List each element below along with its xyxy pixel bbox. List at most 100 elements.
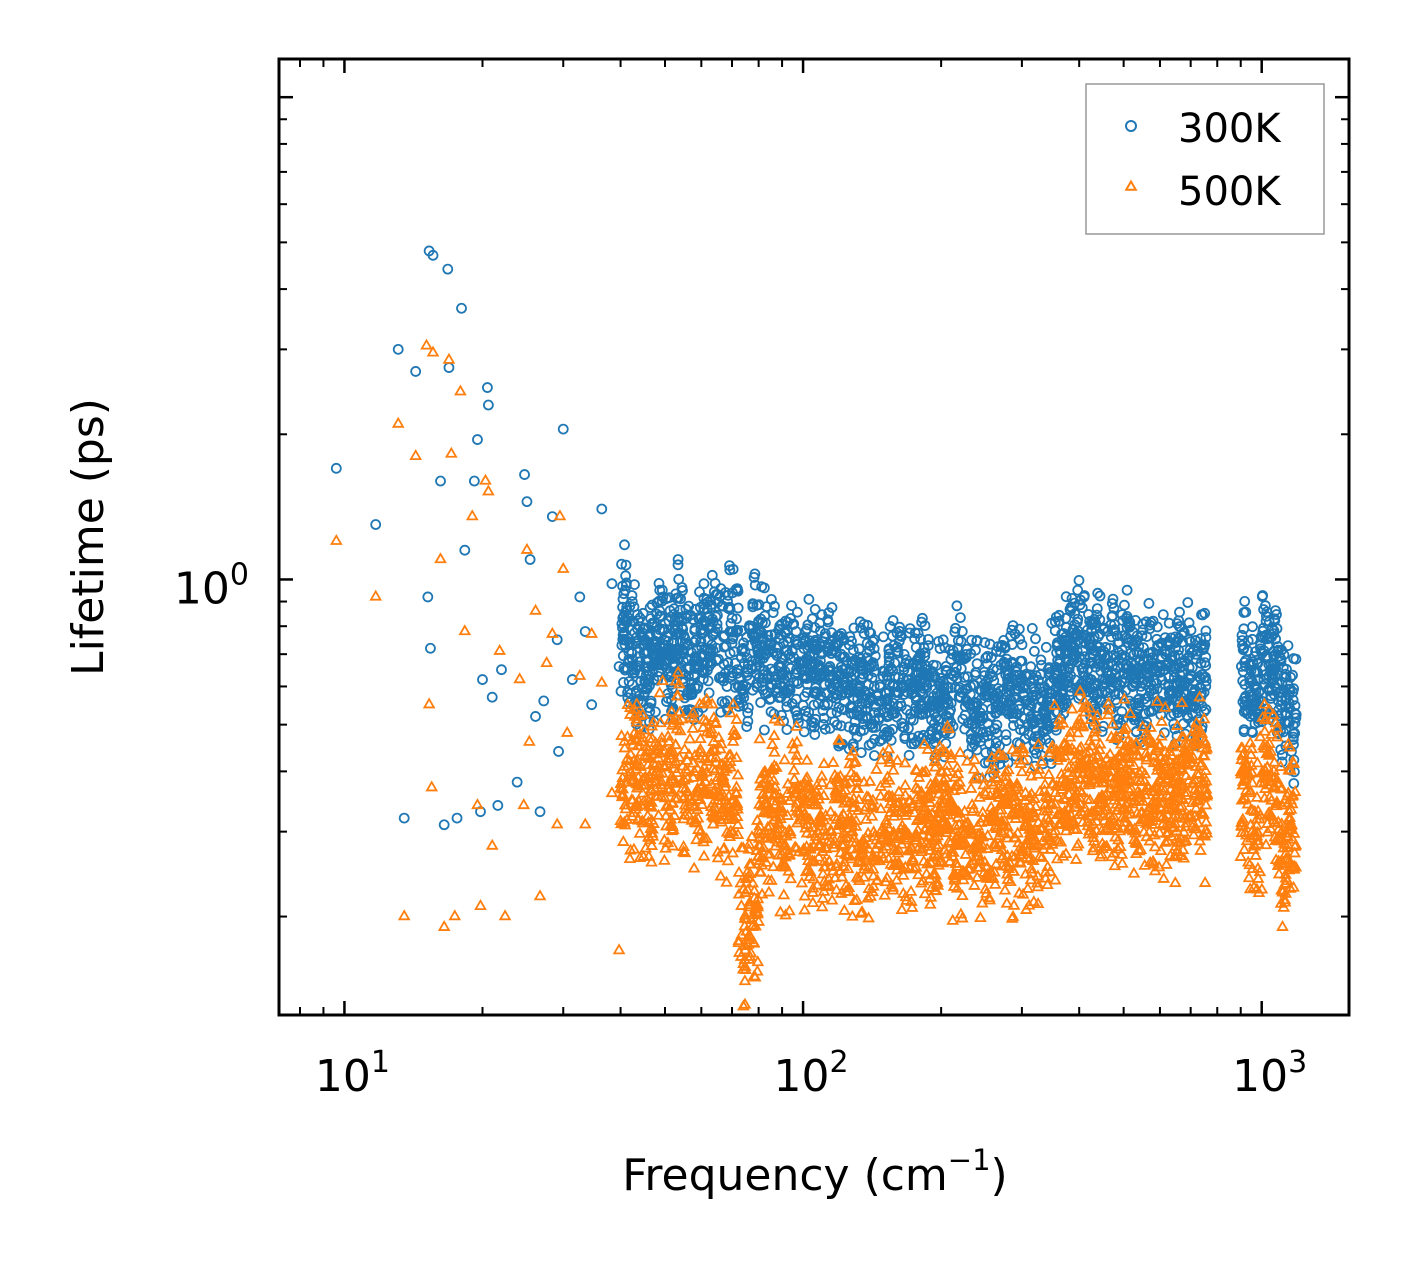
band-point <box>891 753 904 765</box>
band-point <box>755 626 767 637</box>
band-point <box>699 625 710 636</box>
band-point <box>869 733 880 745</box>
band-point <box>989 788 1002 800</box>
band-point <box>1105 819 1118 830</box>
band-point <box>914 845 928 857</box>
band-point <box>959 868 972 880</box>
band-point <box>921 742 935 754</box>
band-point <box>1247 700 1259 711</box>
band-point <box>658 760 672 772</box>
band-point <box>1258 604 1269 615</box>
band-point <box>1009 812 1023 823</box>
band-point <box>1199 815 1213 827</box>
data-point <box>410 366 422 377</box>
band-point <box>837 664 849 676</box>
band-point <box>937 634 949 646</box>
data-point <box>496 664 507 676</box>
band-point <box>1140 708 1151 720</box>
band-point <box>844 766 858 778</box>
band-point <box>956 889 969 901</box>
band-point <box>1110 651 1122 663</box>
band-point <box>631 728 644 740</box>
band-point <box>645 719 659 731</box>
band-point <box>890 873 904 885</box>
band-point <box>1072 748 1086 760</box>
band-point <box>1144 619 1156 631</box>
band-point <box>1016 639 1028 651</box>
band-point <box>1083 824 1096 836</box>
band-point <box>1125 736 1139 748</box>
band-point <box>1237 759 1251 771</box>
band-point <box>870 762 883 774</box>
band-point <box>1235 793 1249 805</box>
band-point <box>1002 668 1014 679</box>
band-point <box>1282 763 1295 775</box>
band-point <box>652 808 665 820</box>
band-point <box>1143 855 1157 867</box>
band-point <box>1271 683 1283 695</box>
band-point <box>1157 776 1170 787</box>
band-point <box>799 691 810 702</box>
band-point <box>1000 735 1012 747</box>
band-point <box>663 803 677 815</box>
band-point <box>1103 808 1117 820</box>
band-point <box>955 612 966 623</box>
band-point <box>949 626 961 638</box>
band-point <box>912 770 926 782</box>
band-point <box>976 811 989 823</box>
band-point <box>759 724 770 736</box>
band-point <box>761 820 775 832</box>
band-point <box>1020 810 1034 822</box>
band-point <box>1008 831 1022 843</box>
band-point <box>1084 759 1097 771</box>
band-point <box>1002 859 1015 871</box>
band-point <box>618 818 632 830</box>
band-point <box>633 851 647 862</box>
band-point <box>950 778 964 790</box>
band-point <box>936 779 949 791</box>
band-point <box>1200 625 1212 637</box>
band-point <box>1090 814 1104 826</box>
band-point <box>1194 843 1207 855</box>
band-point <box>1105 619 1117 631</box>
band-point <box>769 600 780 612</box>
band-point <box>762 687 773 699</box>
band-point <box>642 849 656 861</box>
band-point <box>1045 798 1059 810</box>
band-point <box>768 712 782 724</box>
band-point <box>711 851 725 863</box>
band-point <box>950 856 963 868</box>
band-point <box>1110 803 1124 815</box>
band-point <box>662 775 676 787</box>
band-point <box>630 753 644 765</box>
band-point <box>835 831 848 843</box>
band-point <box>631 812 645 824</box>
band-point <box>797 638 808 650</box>
band-point <box>917 737 931 749</box>
band-point <box>686 770 700 782</box>
band-point <box>739 963 752 974</box>
band-point <box>1195 726 1209 738</box>
data-point <box>759 610 771 622</box>
data-point <box>706 569 718 581</box>
band-point <box>888 678 899 690</box>
band-point <box>1080 746 1093 757</box>
band-point <box>744 620 755 631</box>
band-point <box>781 670 793 681</box>
band-point <box>847 800 861 812</box>
band-point <box>1013 623 1025 635</box>
band-point <box>783 794 796 806</box>
band-point <box>1193 690 1206 702</box>
band-point <box>1269 853 1283 865</box>
band-point <box>678 742 691 754</box>
band-point <box>1242 871 1256 883</box>
band-point <box>1199 782 1213 794</box>
band-point <box>876 831 890 842</box>
band-point <box>919 764 933 776</box>
band-point <box>1088 730 1102 742</box>
band-point <box>628 601 640 613</box>
data-point <box>586 699 598 711</box>
band-point <box>1004 875 1017 887</box>
band-point <box>855 905 869 917</box>
band-point <box>1090 750 1104 762</box>
